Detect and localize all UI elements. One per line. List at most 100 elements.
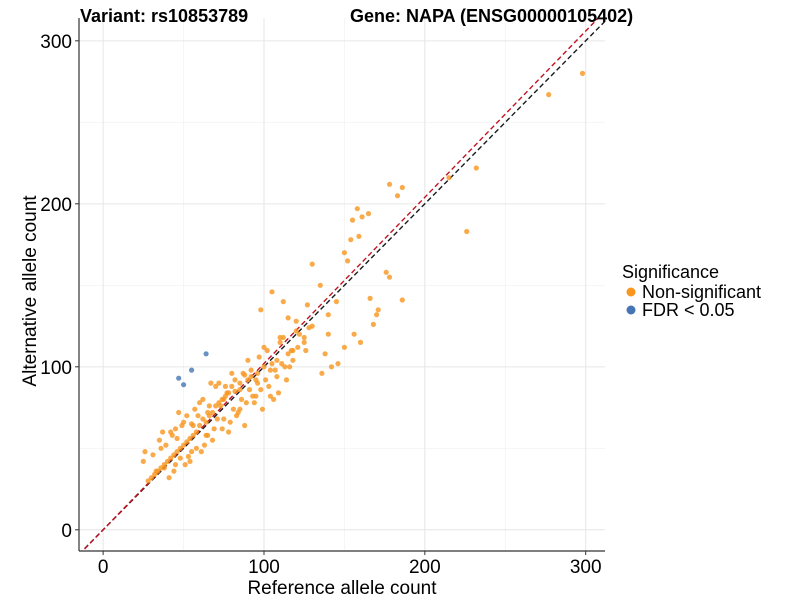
- title-variant: Variant: rs10853789: [80, 6, 248, 26]
- legend: Significance Non-significant FDR < 0.05: [622, 262, 761, 320]
- point-non-significant-63: [177, 445, 183, 451]
- point-non-significant-18: [375, 307, 381, 313]
- point-non-significant-75: [140, 458, 146, 464]
- point-non-significant-101: [172, 462, 179, 468]
- point-non-significant-35: [325, 331, 331, 337]
- x-axis-title: Reference allele count: [247, 578, 437, 599]
- point-non-significant-163: [267, 393, 273, 399]
- point-non-significant-118: [274, 374, 280, 380]
- point-non-significant-26: [258, 307, 264, 313]
- point-non-significant-142: [160, 429, 166, 435]
- point-non-significant-100: [189, 449, 195, 455]
- x-axis-ticks: 0 100 200 300: [98, 551, 602, 578]
- x-tick-label-1: 100: [248, 557, 280, 578]
- point-non-significant-135: [259, 406, 265, 412]
- x-tick-label-2: 200: [409, 557, 441, 578]
- point-non-significant-145: [288, 347, 294, 354]
- point-non-significant-127: [266, 383, 272, 389]
- point-non-significant-0: [579, 70, 586, 76]
- point-non-significant-117: [258, 387, 264, 393]
- point-non-significant-133: [179, 422, 185, 429]
- point-non-significant-166: [222, 383, 228, 389]
- point-non-significant-52: [213, 403, 219, 409]
- y-axis-ticks: 0 100 200 300: [40, 32, 79, 542]
- point-non-significant-10: [354, 206, 360, 212]
- point-non-significant-178: [367, 295, 373, 301]
- point-non-significant-148: [230, 406, 236, 412]
- point-non-significant-124: [185, 453, 191, 460]
- point-non-significant-112: [226, 429, 232, 435]
- point-non-significant-79: [205, 409, 211, 416]
- point-non-significant-143: [256, 354, 262, 360]
- point-non-significant-66: [168, 455, 174, 461]
- point-non-significant-113: [209, 437, 216, 443]
- point-non-significant-40: [261, 364, 267, 370]
- point-non-significant-151: [182, 462, 188, 468]
- point-non-significant-105: [200, 396, 206, 402]
- point-non-significant-130: [243, 400, 249, 406]
- point-non-significant-72: [148, 475, 154, 481]
- title-gene: Gene: NAPA (ENSG00000105402): [350, 6, 633, 26]
- point-non-significant-34: [341, 344, 347, 350]
- point-non-significant-24: [280, 299, 286, 305]
- point-non-significant-147: [214, 416, 220, 422]
- point-non-significant-158: [219, 426, 225, 432]
- point-non-significant-12: [349, 217, 356, 223]
- point-non-significant-146: [304, 302, 310, 308]
- point-non-significant-65: [171, 452, 177, 458]
- point-non-significant-171: [255, 380, 261, 386]
- point-non-significant-91: [261, 344, 267, 350]
- y-axis-title: Alternative allele count: [20, 195, 41, 387]
- point-non-significant-38: [274, 357, 280, 363]
- legend-key-non-significant: [626, 287, 636, 297]
- point-non-significant-164: [283, 377, 290, 383]
- point-fdr-0: [203, 351, 209, 357]
- point-non-significant-6: [394, 193, 401, 199]
- point-non-significant-60: [187, 435, 193, 442]
- point-non-significant-176: [335, 361, 341, 367]
- point-non-significant-141: [176, 409, 182, 416]
- y-tick-label-0: 0: [61, 521, 72, 542]
- point-non-significant-61: [184, 439, 190, 445]
- point-non-significant-58: [193, 429, 199, 435]
- point-non-significant-2: [473, 165, 479, 171]
- point-non-significant-156: [295, 344, 301, 350]
- point-non-significant-123: [201, 442, 208, 448]
- reference-line-identity: [81, 20, 605, 551]
- point-non-significant-93: [293, 328, 299, 334]
- point-non-significant-125: [169, 432, 175, 438]
- point-non-significant-55: [203, 419, 209, 425]
- point-non-significant-111: [242, 422, 248, 429]
- point-non-significant-137: [224, 390, 230, 396]
- point-non-significant-161: [171, 468, 177, 474]
- point-non-significant-28: [317, 282, 323, 288]
- point-non-significant-87: [245, 357, 251, 363]
- point-non-significant-7: [386, 181, 393, 187]
- point-non-significant-59: [190, 432, 196, 438]
- point-non-significant-46: [232, 388, 238, 394]
- point-non-significant-173: [287, 364, 293, 370]
- point-non-significant-155: [279, 361, 285, 367]
- point-fdr-2: [176, 375, 182, 381]
- point-non-significant-5: [399, 184, 405, 191]
- point-non-significant-153: [150, 452, 156, 458]
- point-non-significant-9: [359, 214, 365, 220]
- point-non-significant-36: [301, 339, 307, 345]
- point-non-significant-162: [251, 400, 257, 406]
- point-non-significant-17: [386, 274, 393, 280]
- point-non-significant-53: [209, 409, 216, 416]
- point-non-significant-159: [203, 432, 209, 438]
- point-non-significant-45: [237, 380, 243, 386]
- point-non-significant-76: [156, 437, 162, 443]
- point-non-significant-13: [348, 237, 354, 243]
- point-non-significant-77: [172, 426, 179, 432]
- point-non-significant-126: [153, 468, 159, 474]
- point-non-significant-92: [277, 339, 283, 345]
- y-tick-label-2: 200: [40, 195, 72, 216]
- point-non-significant-32: [322, 351, 328, 357]
- point-non-significant-160: [187, 458, 193, 464]
- point-non-significant-150: [198, 449, 204, 455]
- point-non-significant-131: [211, 426, 217, 432]
- point-non-significant-140: [192, 406, 198, 412]
- point-non-significant-120: [218, 403, 224, 409]
